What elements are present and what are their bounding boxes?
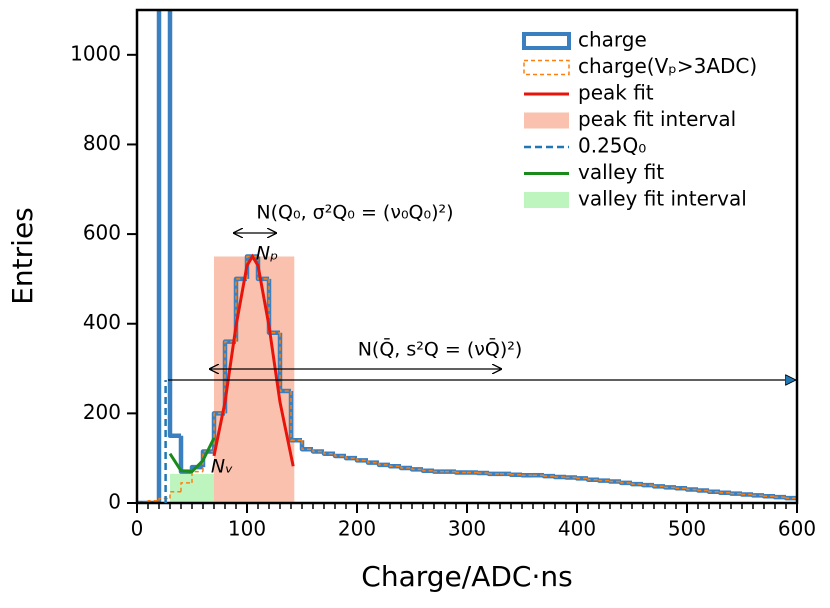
histogram-bin [554,476,566,478]
histogram-bin [180,482,192,492]
histogram-bin [741,493,753,496]
annotation: Nᵥ [211,456,233,478]
histogram-bin [510,473,522,476]
legend-label: valley fit [578,160,664,184]
annotation: N(Q₀, σ²Q₀ = (ν₀Q₀)²) [256,202,453,224]
legend-label: charge [578,28,647,52]
histogram-bin [334,453,346,457]
histogram-bin [653,485,665,488]
histogram-bin [708,490,720,493]
histogram-bin [290,390,302,442]
histogram-bin [169,491,181,499]
y-tick-label: 0 [108,490,121,514]
histogram-bin [697,489,709,492]
histogram-bin [389,464,401,467]
x-tick-label: 600 [778,517,816,541]
histogram-bin [411,468,423,471]
legend-swatch [524,192,569,208]
histogram-bin [587,478,599,481]
legend-label: peak fit interval [578,107,736,131]
histogram-bin [167,10,181,439]
histogram-bin [288,390,302,443]
histogram-bin [609,480,621,483]
legend-label: 0.25Q₀ [578,134,646,158]
histogram-bin [620,481,632,484]
x-axis-label: Charge/ADC·ns [361,560,572,593]
histogram-bin [455,471,467,474]
legend-swatch [524,112,569,129]
histogram-bin [774,496,786,498]
x-tick-label: 400 [558,517,596,541]
fit-interval [170,473,214,503]
y-tick-label: 800 [83,131,121,155]
histogram-bin [785,497,797,499]
histogram-bin [268,278,280,334]
histogram-bin [598,479,610,482]
histogram-bin [367,460,379,464]
histogram-bin [642,484,654,486]
legend-label: valley fit interval [578,187,747,211]
histogram-bin [422,469,434,472]
y-tick-label: 200 [83,400,121,424]
histogram-bin [378,462,390,466]
histogram-bin [763,495,775,498]
legend-swatch [522,32,571,50]
histogram-bin [543,475,555,477]
histogram-bin [356,458,368,462]
x-tick-label: 500 [668,517,706,541]
histogram-bin [147,500,159,503]
histogram-bin [730,492,742,495]
x-tick-label: 300 [448,517,486,541]
histogram-bin [279,332,291,392]
histogram-bin [400,466,412,469]
histogram-bin [576,477,588,480]
histogram-bin [675,487,687,489]
fit-line [212,253,295,467]
histogram-bin [488,472,500,475]
y-tick-label: 600 [83,221,121,245]
x-tick-label: 200 [338,517,376,541]
histogram-bin [631,482,643,485]
histogram-bin [345,455,357,459]
annotation: Nₚ [256,243,278,265]
x-tick-label: 0 [131,517,144,541]
histogram-bin [686,488,698,491]
histogram-bin [299,440,313,452]
legend-swatch [523,59,570,76]
legend-label: peak fit [578,81,654,105]
y-tick-label: 400 [83,310,121,334]
histogram-bin [719,491,731,494]
histogram-bin [301,440,313,450]
legend-label: charge(Vₚ>3ADC) [578,54,757,78]
histogram-bin [156,10,162,503]
y-tick-label: 1000 [70,41,121,65]
y-axis-label: Entries [6,207,39,305]
histogram-bin [191,470,203,483]
histogram-bin [312,449,324,453]
histogram-bin [664,486,676,489]
histogram-bin [323,451,335,455]
annotation: N(Q̄, s²Q = (νQ̄)²) [358,336,523,360]
histogram-bin [752,494,764,497]
histogram-bin [433,470,445,473]
x-tick-label: 100 [228,517,266,541]
fit-line [168,437,216,474]
